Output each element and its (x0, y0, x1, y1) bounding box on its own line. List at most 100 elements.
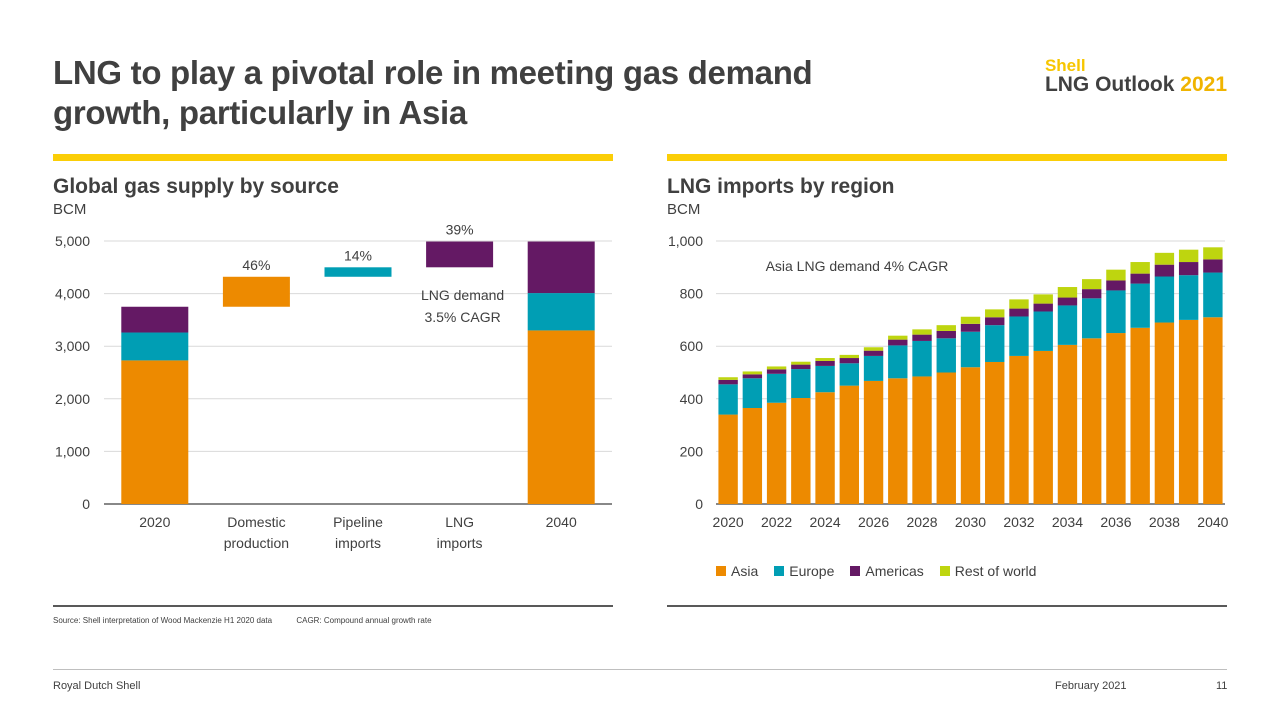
right-accent-rule (667, 154, 1227, 161)
bar-segment (1106, 333, 1126, 504)
bar-segment (815, 358, 835, 361)
bar-segment (791, 364, 811, 370)
left-chart-title: Global gas supply by source (53, 175, 339, 198)
x-tick-label: 2026 (858, 514, 889, 530)
legend-label: Americas (865, 563, 924, 579)
bar-segment (1178, 275, 1199, 320)
bar-segment (888, 339, 908, 346)
brand-report-name: LNG Outlook (1044, 73, 1175, 96)
bar-segment (742, 408, 763, 504)
bar-segment (936, 372, 956, 504)
y-tick-label: 2,000 (55, 391, 90, 407)
x-tick-label: imports (437, 535, 483, 551)
bar-segment (985, 317, 1005, 326)
x-tick-label: 2040 (1197, 514, 1228, 530)
bar-segment (1057, 344, 1078, 504)
x-tick-label: 2040 (546, 514, 577, 530)
waterfall-bar (222, 276, 290, 307)
bar-segment (839, 385, 860, 504)
bar-segment (985, 325, 1005, 362)
bar-segment (718, 384, 738, 415)
source-text: Source: Shell interpretation of Wood Mac… (53, 616, 273, 625)
bar-segment (1057, 297, 1078, 306)
bar-segment (1154, 322, 1175, 504)
y-tick-label: 5,000 (55, 233, 90, 249)
bar-segment (1178, 249, 1199, 263)
legend-item: Asia (716, 563, 758, 579)
bar-segment (863, 350, 884, 356)
left-chart-bottom-rule (53, 605, 613, 607)
bar-segment (1081, 298, 1102, 339)
bar-segment (791, 361, 811, 365)
bar-segment (1009, 316, 1029, 356)
bar-segment (718, 414, 738, 504)
page-title: LNG to play a pivotal role in meeting ga… (53, 54, 813, 131)
legend-label: Europe (789, 563, 835, 579)
x-tick-label: 2032 (1003, 514, 1034, 530)
y-tick-label: 400 (680, 391, 704, 407)
bar-segment (1009, 355, 1029, 504)
bar-segment (960, 331, 981, 368)
x-tick-label: Domestic (227, 514, 285, 530)
bar-segment (766, 373, 787, 403)
bar-segment (985, 361, 1005, 504)
bar-segment (888, 378, 908, 504)
bar-segment (791, 369, 811, 399)
bar-segment (912, 334, 932, 341)
bar-segment (121, 332, 189, 361)
data-label: 39% (446, 222, 474, 238)
bar-segment (815, 365, 835, 393)
x-tick-label: 2030 (955, 514, 986, 530)
legend-swatch (774, 566, 785, 576)
annotation-text: LNG demand (421, 287, 504, 303)
right-chart-title: LNG imports by region (667, 175, 895, 198)
brand-report-year: 2021 (1180, 73, 1227, 96)
x-tick-label: Pipeline (333, 514, 383, 530)
right-chart-unit: BCM (667, 201, 701, 218)
bar-segment (1009, 299, 1029, 309)
bar-segment (1033, 303, 1053, 312)
brand-report-title: LNG Outlook 2021 (1045, 74, 1227, 96)
bar-segment (936, 330, 956, 339)
y-tick-label: 3,000 (55, 338, 90, 354)
x-tick-label: 2020 (713, 514, 744, 530)
legend-swatch (850, 566, 861, 576)
bar-segment (742, 371, 763, 375)
bar-segment (888, 345, 908, 379)
brand-logo: Shell LNG Outlook 2021 (1045, 57, 1227, 96)
bar-segment (863, 355, 884, 381)
bar-segment (1009, 308, 1029, 317)
y-tick-label: 4,000 (55, 286, 90, 302)
bar-segment (1154, 264, 1175, 277)
x-tick-label: 2024 (809, 514, 840, 530)
bar-segment (742, 374, 763, 379)
legend-swatch (939, 566, 950, 576)
legend-item: Americas (850, 563, 924, 579)
x-tick-label: 2022 (761, 514, 792, 530)
bar-segment (936, 325, 956, 331)
legend-label: Rest of world (954, 563, 1037, 579)
bar-segment (1057, 305, 1078, 345)
bar-segment (766, 402, 787, 504)
bar-segment (1203, 272, 1223, 318)
lng-imports-legend: Asia Europe Americas Rest of world (716, 563, 1036, 579)
waterfall-bar (324, 267, 392, 277)
bar-segment (1033, 294, 1053, 304)
bar-segment (1203, 259, 1223, 273)
bar-segment (839, 358, 860, 364)
bar-segment (1154, 252, 1175, 265)
x-tick-label: 2036 (1100, 514, 1131, 530)
x-tick-label: 2034 (1052, 514, 1083, 530)
bar-segment (718, 377, 738, 380)
bar-segment (1081, 279, 1102, 290)
legend-item: Europe (774, 563, 834, 579)
y-tick-label: 200 (680, 443, 704, 459)
bar-segment (121, 306, 189, 333)
left-chart-unit: BCM (53, 201, 87, 218)
bar-segment (985, 309, 1005, 318)
bar-segment (766, 369, 787, 374)
bar-segment (1178, 262, 1199, 276)
bar-segment (815, 360, 835, 366)
y-tick-label: 800 (680, 286, 704, 302)
